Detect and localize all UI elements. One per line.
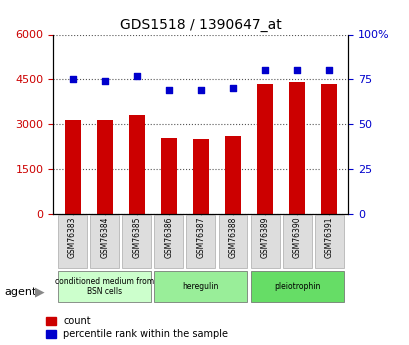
Point	[229, 86, 236, 91]
FancyBboxPatch shape	[186, 215, 215, 268]
Bar	[288, 82, 304, 214]
Text: pleiotrophin: pleiotrophin	[273, 282, 319, 291]
Text: GSM76391: GSM76391	[324, 217, 333, 258]
Point	[293, 68, 300, 73]
Text: GSM76384: GSM76384	[100, 217, 109, 258]
Legend: count, percentile rank within the sample: count, percentile rank within the sample	[46, 316, 228, 339]
Text: conditioned medium from
BSN cells: conditioned medium from BSN cells	[55, 277, 154, 296]
Point	[325, 68, 332, 73]
FancyBboxPatch shape	[218, 215, 247, 268]
Bar	[225, 136, 240, 214]
Point	[261, 68, 268, 73]
Bar	[128, 115, 144, 214]
Point	[165, 87, 172, 93]
FancyBboxPatch shape	[90, 215, 119, 268]
Bar	[64, 120, 81, 214]
Bar	[256, 84, 272, 214]
Bar	[97, 120, 112, 214]
Text: GSM76386: GSM76386	[164, 217, 173, 258]
Bar	[320, 84, 337, 214]
Bar	[192, 139, 209, 214]
Point	[133, 73, 139, 79]
Text: ▶: ▶	[35, 285, 44, 298]
FancyBboxPatch shape	[154, 271, 247, 302]
FancyBboxPatch shape	[58, 215, 87, 268]
Text: heregulin: heregulin	[182, 282, 218, 291]
Point	[197, 87, 204, 93]
FancyBboxPatch shape	[122, 215, 151, 268]
FancyBboxPatch shape	[250, 215, 279, 268]
Bar	[160, 138, 176, 214]
Text: GSM76385: GSM76385	[132, 217, 141, 258]
Text: agent: agent	[4, 287, 36, 296]
FancyBboxPatch shape	[282, 215, 311, 268]
Text: GSM76387: GSM76387	[196, 217, 205, 258]
Title: GDS1518 / 1390647_at: GDS1518 / 1390647_at	[120, 18, 281, 32]
Text: GSM76388: GSM76388	[228, 217, 237, 258]
Point	[101, 78, 108, 84]
FancyBboxPatch shape	[250, 271, 343, 302]
Text: GSM76389: GSM76389	[260, 217, 269, 258]
FancyBboxPatch shape	[154, 215, 183, 268]
FancyBboxPatch shape	[314, 215, 343, 268]
Text: GSM76383: GSM76383	[68, 217, 77, 258]
Text: GSM76390: GSM76390	[292, 217, 301, 258]
FancyBboxPatch shape	[58, 271, 151, 302]
Point	[69, 77, 76, 82]
